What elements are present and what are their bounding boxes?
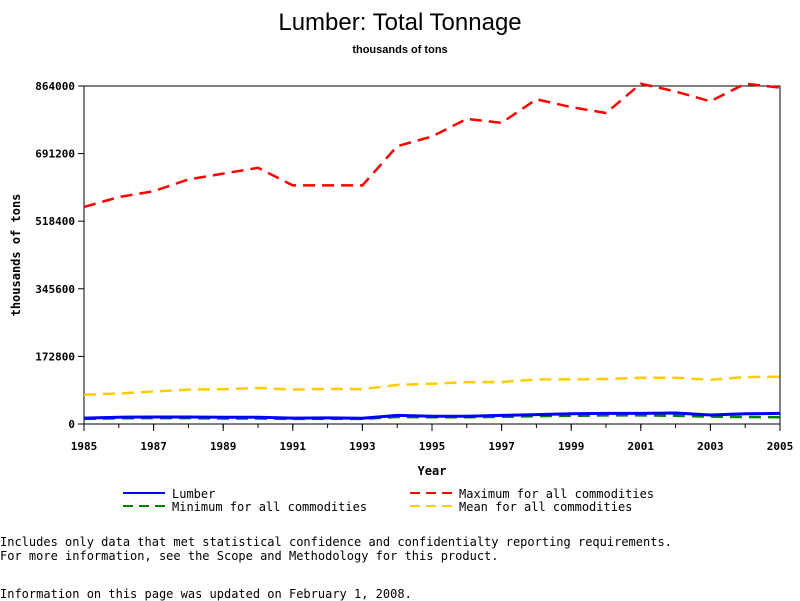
footnote-methodology: For more information, see the Scope and … [0, 549, 499, 563]
x-tick-label: 1995 [419, 440, 446, 453]
y-tick-label: 172800 [35, 350, 75, 363]
footnote-confidence: Includes only data that met statistical … [0, 535, 672, 549]
legend-label-maximum: Maximum for all commodities [459, 487, 654, 501]
series-line-maximum-for-all-commodities [83, 82, 781, 209]
y-tick-label: 345600 [35, 283, 75, 296]
series-line-mean-for-all-commodities [83, 375, 781, 396]
x-tick-label: 2001 [628, 440, 655, 453]
plot-frame [83, 85, 781, 425]
x-tick-label: 1989 [210, 440, 237, 453]
chart-title: Lumber: Total Tonnage [278, 9, 521, 36]
legend: Lumber Maximum for all commodities Minim… [123, 487, 654, 514]
x-axis: 1985 1987 1989 1991 1993 1995 1997 1999 2001 2003… [71, 424, 794, 453]
x-tick-label: 1987 [140, 440, 167, 453]
chart-subtitle: thousands of tons [352, 44, 447, 56]
legend-label-mean: Mean for all commodities [459, 500, 632, 514]
x-tick-label: 2005 [767, 440, 794, 453]
x-tick-label: 1997 [488, 440, 515, 453]
y-tick-label: 0 [68, 418, 75, 431]
series-line-lumber [83, 411, 781, 420]
x-tick-label: 1999 [558, 440, 585, 453]
y-tick-label: 691200 [35, 148, 75, 161]
legend-label-lumber: Lumber [172, 487, 215, 501]
x-axis-label: Year [418, 464, 447, 478]
y-tick-label: 518400 [35, 215, 75, 228]
x-tick-label: 1991 [280, 440, 307, 453]
x-tick-label: 1993 [349, 440, 376, 453]
y-tick-label: 864000 [35, 80, 75, 93]
update-notice: Information on this page was updated on … [0, 587, 412, 601]
x-tick-label: 2003 [697, 440, 724, 453]
x-tick-label: 1985 [71, 440, 98, 453]
legend-label-minimum: Minimum for all commodities [172, 500, 367, 514]
y-axis-label: thousands of tons [9, 194, 23, 317]
y-axis: 0 172800 345600 518400 691200 864000 [35, 80, 84, 431]
series-group [83, 82, 781, 421]
footnotes: Includes only data that met statistical … [0, 535, 800, 563]
